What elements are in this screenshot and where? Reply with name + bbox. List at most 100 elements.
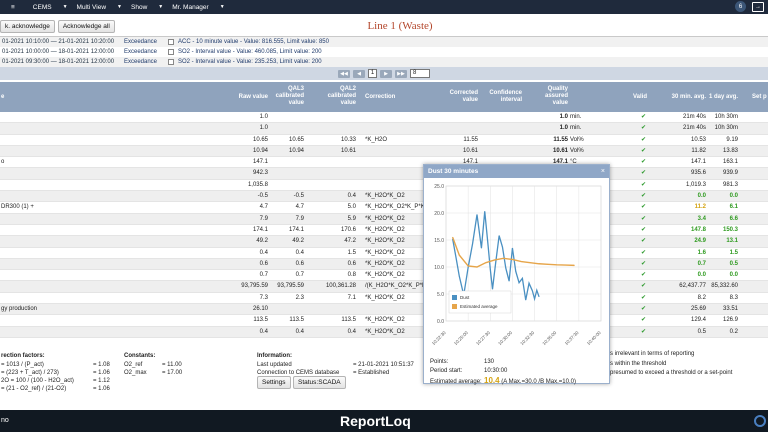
- row-1day-avg[interactable]: 126.9: [722, 317, 738, 324]
- top-menu-item[interactable]: Mr. Manager: [172, 3, 209, 11]
- row-30min-avg[interactable]: 21m 40s: [682, 125, 706, 132]
- row-30min-avg[interactable]: 3.4: [697, 215, 706, 222]
- settings-button[interactable]: Settings: [257, 376, 291, 389]
- row-30min-avg[interactable]: 8.2: [697, 294, 706, 301]
- table-row[interactable]: 0.4 0.4 0.4 *K_H2O*K_O2 ✔ 0.5 0.2: [0, 326, 768, 338]
- table-row[interactable]: 7.9 7.9 5.9 *K_H2O*K_O2 ✔ 3.4 6.6: [0, 213, 768, 225]
- row-30min-avg[interactable]: 25.69: [690, 306, 706, 313]
- row-1day-avg[interactable]: 1.5: [729, 249, 738, 256]
- row-30min-avg[interactable]: 24.9: [694, 238, 706, 245]
- col-valid-header[interactable]: Valid: [633, 94, 648, 100]
- col-30min-header[interactable]: 30 min. avg.: [671, 94, 706, 100]
- row-30min-avg[interactable]: 0.5: [697, 328, 706, 335]
- row-1day-avg[interactable]: 150.3: [722, 226, 738, 233]
- row-1day-avg[interactable]: 9.19: [726, 136, 738, 143]
- table-row[interactable]: 1,035.8 ✔ 1,019.3 981.3: [0, 180, 768, 192]
- row-1day-avg[interactable]: 33.51: [722, 306, 738, 313]
- table-row[interactable]: 942.3 ✔ 935.6 939.9: [0, 168, 768, 180]
- first-page-button[interactable]: ◀◀: [338, 69, 350, 78]
- row-1day-avg[interactable]: 10h 30m: [714, 114, 738, 120]
- top-menu-item[interactable]: CEMS: [32, 3, 52, 11]
- table-row[interactable]: 1.0 1.0 min. ✔ 21m 40s 10h 30m: [0, 112, 768, 124]
- col-name-header[interactable]: e: [1, 94, 5, 100]
- row-30min-avg[interactable]: 935.6: [690, 170, 706, 177]
- table-row[interactable]: 0.6 0.6 0.6 *K_H2O*K_O2 ✔ 0.7 0.5: [0, 258, 768, 271]
- table-row[interactable]: 10.94 10.94 10.61 10.61 10.61 Vol% ✔ 11.…: [0, 145, 768, 158]
- row-30min-avg[interactable]: 147.8: [690, 226, 706, 233]
- menu-icon[interactable]: ≡: [11, 3, 15, 11]
- table-row[interactable]: o 147.1 147.1 147.1 °C ✔ 147.1 163.1: [0, 157, 768, 169]
- row-1day-avg[interactable]: 13.83: [722, 147, 738, 154]
- last-page-button[interactable]: ▶▶: [395, 69, 407, 78]
- col-correction-header[interactable]: Correction: [365, 94, 396, 100]
- row-30min-avg[interactable]: 62,437.77: [679, 283, 706, 290]
- alarm-checkbox[interactable]: [168, 39, 174, 45]
- row-1day-avg[interactable]: 6.1: [729, 204, 738, 211]
- row-30min-avg[interactable]: 10.53: [690, 136, 706, 143]
- alarm-row[interactable]: 01-2021 10:10:00 — 21-01-2021 10:20:00 E…: [0, 37, 768, 47]
- row-1day-avg[interactable]: 0.5: [729, 260, 738, 267]
- top-menu-item[interactable]: Show: [131, 3, 148, 11]
- row-qal3-value: 93,795.59: [277, 283, 304, 290]
- row-30min-avg[interactable]: 129.4: [690, 317, 706, 324]
- close-icon[interactable]: ×: [600, 168, 605, 175]
- row-30min-avg[interactable]: 21m 40s: [682, 114, 706, 120]
- row-1day-avg[interactable]: 10h 30m: [714, 125, 738, 132]
- col-raw-header[interactable]: Raw value: [238, 94, 268, 100]
- valid-check-icon: ✔: [641, 238, 647, 245]
- next-page-button[interactable]: ▶: [380, 69, 392, 78]
- table-row[interactable]: 93,795.59 93,795.59 100,361.28 /(K_H2O*K…: [0, 281, 768, 293]
- acknowledge-button[interactable]: k. acknowledge: [0, 20, 55, 33]
- row-1day-avg[interactable]: 85,332.60: [711, 283, 738, 290]
- row-30min-avg[interactable]: 0.0: [697, 193, 706, 200]
- rows-per-page-select[interactable]: 8: [410, 69, 430, 78]
- row-30min-avg[interactable]: 0.7: [697, 260, 706, 267]
- col-setpoint-header[interactable]: Set p: [752, 94, 767, 100]
- row-30min-avg[interactable]: 1.6: [697, 249, 706, 256]
- prev-page-button[interactable]: ◀: [353, 69, 365, 78]
- table-row[interactable]: gy production 26.10 ✔ 25.69 33.51: [0, 304, 768, 316]
- row-30min-avg[interactable]: 1,019.3: [685, 181, 706, 188]
- row-1day-avg[interactable]: 163.1: [722, 159, 738, 166]
- table-row[interactable]: 10.65 10.65 10.33 *K_H2O 11.55 11.55 Vol…: [0, 135, 768, 146]
- status-scada-button[interactable]: Status:SCADA: [293, 376, 346, 389]
- table-row[interactable]: DR300 (1) + 4.7 4.7 5.0 *K_H2O*K_O2*K_P*…: [0, 202, 768, 214]
- table-row[interactable]: 174.1 174.1 170.6 *K_H2O*K_O2 ✔ 147.8 15…: [0, 225, 768, 237]
- table-row[interactable]: 49.2 49.2 47.2 *K_H2O*K_O2 ✔ 24.9 13.1: [0, 236, 768, 248]
- row-1day-avg[interactable]: 0.0: [729, 272, 738, 279]
- alarm-row[interactable]: 01-2021 09:30:00 — 18-01-2021 12:00:00 E…: [0, 57, 768, 67]
- row-30min-avg[interactable]: 0.0: [697, 272, 706, 279]
- alarm-checkbox[interactable]: [168, 59, 174, 65]
- row-30min-avg[interactable]: 11.82: [691, 147, 706, 154]
- col-qal3-header[interactable]: QAL3 calibrated value: [275, 86, 304, 106]
- table-row[interactable]: 7.3 2.3 7.1 *K_H2O*K_O2 ✔ 8.2 8.3: [0, 293, 768, 305]
- col-qal2-header[interactable]: QAL2 calibrated value: [327, 86, 356, 106]
- acknowledge-all-button[interactable]: Acknowledge all: [57, 20, 115, 33]
- row-1day-avg[interactable]: 981.3: [722, 181, 738, 188]
- logout-icon[interactable]: →: [752, 1, 764, 12]
- row-30min-avg[interactable]: 147.1: [690, 159, 706, 166]
- row-1day-avg[interactable]: 939.9: [722, 170, 738, 177]
- row-1day-avg[interactable]: 0.0: [729, 193, 738, 200]
- alarm-checkbox[interactable]: [168, 49, 174, 55]
- alarm-row[interactable]: 01-2021 10:00:00 — 18-01-2021 12:00:00 E…: [0, 47, 768, 57]
- table-row[interactable]: 0.4 0.4 1.5 *K_H2O*K_O2 ✔ 1.6 1.5: [0, 248, 768, 259]
- last-updated-value: = 21-01-2021 10:51:37: [353, 362, 414, 368]
- row-30min-avg[interactable]: 11.2: [694, 204, 706, 211]
- dust-chart-popup[interactable]: Dust 30 minutes × 0.0 5.0 10.0 15.0 20.0 25.0…: [423, 164, 610, 385]
- col-quality-header[interactable]: Quality assured value: [544, 86, 568, 106]
- row-1day-avg[interactable]: 8.3: [729, 294, 738, 301]
- notification-badge[interactable]: 6: [735, 1, 746, 12]
- col-corrected-header[interactable]: Corrected value: [449, 90, 478, 103]
- col-confidence-header[interactable]: Confidence interval: [489, 90, 522, 103]
- table-row[interactable]: 113.5 113.5 113.5 *K_H2O*K_O2 ✔ 129.4 12…: [0, 315, 768, 327]
- row-1day-avg[interactable]: 13.1: [726, 238, 738, 245]
- table-row[interactable]: 1.0 1.0 min. ✔ 21m 40s 10h 30m: [0, 123, 768, 135]
- row-1day-avg[interactable]: 0.2: [729, 328, 738, 335]
- row-1day-avg[interactable]: 6.6: [729, 215, 738, 222]
- col-1day-header[interactable]: 1 day avg.: [708, 94, 738, 100]
- top-menu-item[interactable]: Multi View: [76, 3, 107, 11]
- table-row[interactable]: -0.5 -0.5 0.4 *K_H2O*K_O2 ✔ 0.0 0.0: [0, 191, 768, 203]
- table-row[interactable]: 0.7 0.7 0.8 *K_H2O*K_O2 ✔ 0.0 0.0: [0, 270, 768, 282]
- current-page[interactable]: 1: [368, 69, 377, 78]
